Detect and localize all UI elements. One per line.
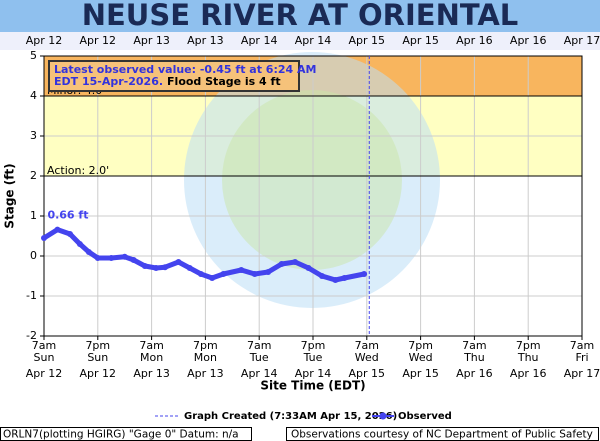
- title-band: [0, 0, 600, 32]
- y-tick-label: -2: [26, 329, 37, 342]
- series-point: [278, 261, 285, 267]
- series-point: [41, 235, 47, 241]
- flood-label: Action: 2.0': [47, 164, 109, 177]
- x-tick-day: Thu: [517, 351, 539, 364]
- x-axis-label: Site Time (EDT): [260, 379, 365, 393]
- top-tick-label: Apr 15: [349, 34, 386, 47]
- series-point: [292, 259, 299, 265]
- x-tick-label: 7am: [139, 339, 163, 352]
- x-tick-date: Apr 13: [187, 367, 224, 380]
- series-point: [141, 263, 148, 269]
- x-tick-label: 7am: [570, 339, 594, 352]
- x-tick-date: Apr 14: [295, 367, 332, 380]
- series-point: [265, 269, 272, 275]
- x-tick-date: Apr 12: [26, 367, 63, 380]
- x-tick-day: Mon: [194, 351, 217, 364]
- y-tick-label: 4: [30, 89, 37, 102]
- series-point: [121, 253, 128, 260]
- series-point: [318, 273, 325, 279]
- y-tick-label: 5: [30, 49, 37, 62]
- x-tick-label: 7pm: [85, 339, 110, 352]
- series-point: [130, 257, 137, 263]
- x-tick-date: Apr 15: [402, 367, 439, 380]
- info-line2: EDT 15-Apr-2026. Flood Stage is 4 ft: [54, 75, 281, 88]
- x-tick-day: Wed: [409, 351, 433, 364]
- info-line2b: Flood Stage is 4 ft: [167, 75, 281, 88]
- legend-marker: [379, 412, 387, 420]
- x-tick-day: Thu: [463, 351, 485, 364]
- legend-created: Graph Created (7:33AM Apr 15, 2026): [184, 411, 397, 422]
- x-tick-day: Sun: [34, 351, 55, 364]
- x-tick-label: 7am: [32, 339, 56, 352]
- top-tick-label: Apr 17: [564, 34, 600, 47]
- x-tick-label: 7am: [355, 339, 379, 352]
- x-tick-date: Apr 16: [456, 367, 493, 380]
- x-tick-day: Wed: [355, 351, 379, 364]
- y-axis-label: Stage (ft): [3, 163, 17, 228]
- series-point: [361, 271, 368, 277]
- x-tick-label: 7pm: [301, 339, 326, 352]
- series-point: [238, 267, 245, 273]
- series-point: [94, 255, 101, 261]
- x-tick-date: Apr 12: [80, 367, 117, 380]
- x-tick-day: Tue: [249, 351, 269, 364]
- x-tick-label: 7am: [247, 339, 271, 352]
- series-point: [108, 255, 115, 261]
- x-tick-day: Mon: [140, 351, 163, 364]
- x-tick-date: Apr 16: [510, 367, 547, 380]
- footer-right: Observations courtesy of NC Department o…: [291, 429, 593, 441]
- top-tick-label: Apr 12: [26, 34, 63, 47]
- series-point: [305, 265, 312, 271]
- x-tick-day: Sun: [87, 351, 108, 364]
- x-tick-date: Apr 17: [564, 367, 600, 380]
- top-band: [0, 32, 600, 50]
- top-tick-label: Apr 14: [295, 34, 332, 47]
- x-tick-day: Fri: [575, 351, 588, 364]
- y-tick-label: -1: [26, 289, 37, 302]
- chart-title: NEUSE RIVER AT ORIENTAL: [82, 0, 519, 32]
- x-tick-label: 7am: [462, 339, 486, 352]
- top-tick-label: Apr 12: [80, 34, 117, 47]
- peak-label: 0.66 ft: [47, 209, 88, 222]
- y-tick-label: 0: [30, 249, 37, 262]
- top-tick-label: Apr 14: [241, 34, 278, 47]
- info-box: [48, 60, 300, 92]
- top-tick-label: Apr 13: [133, 34, 170, 47]
- x-tick-label: 7pm: [193, 339, 218, 352]
- footer-left: ORLN7(plotting HGIRG) "Gage 0" Datum: n/…: [3, 429, 239, 441]
- x-tick-label: 7pm: [408, 339, 433, 352]
- series-point: [54, 226, 61, 233]
- info-line1: Latest observed value: -0.45 ft at 6:24 …: [54, 63, 316, 76]
- watermark: [222, 90, 402, 270]
- series-point: [197, 271, 204, 277]
- y-tick-label: 2: [30, 169, 37, 182]
- top-tick-label: Apr 15: [402, 34, 439, 47]
- series-point: [76, 241, 83, 247]
- legend-observed: Observed: [398, 411, 452, 422]
- y-tick-label: 1: [30, 209, 37, 222]
- series-point: [162, 264, 169, 271]
- series-point: [332, 277, 339, 283]
- top-tick-label: Apr 16: [510, 34, 547, 47]
- series-point: [85, 249, 92, 255]
- series-point: [220, 271, 227, 277]
- series-point: [209, 275, 216, 281]
- x-tick-day: Tue: [303, 351, 323, 364]
- series-point: [186, 265, 193, 271]
- series-point: [251, 271, 258, 277]
- x-tick-date: Apr 15: [349, 367, 386, 380]
- x-tick-label: 7pm: [516, 339, 541, 352]
- x-tick-date: Apr 14: [241, 367, 278, 380]
- series-point: [67, 231, 74, 237]
- x-tick-date: Apr 13: [133, 367, 170, 380]
- top-tick-label: Apr 13: [187, 34, 224, 47]
- y-tick-label: 3: [30, 129, 37, 142]
- info-line2a: EDT 15-Apr-2026.: [54, 75, 163, 88]
- series-point: [153, 265, 160, 271]
- top-tick-label: Apr 16: [456, 34, 493, 47]
- series-point: [341, 275, 348, 281]
- series-point: [175, 259, 182, 265]
